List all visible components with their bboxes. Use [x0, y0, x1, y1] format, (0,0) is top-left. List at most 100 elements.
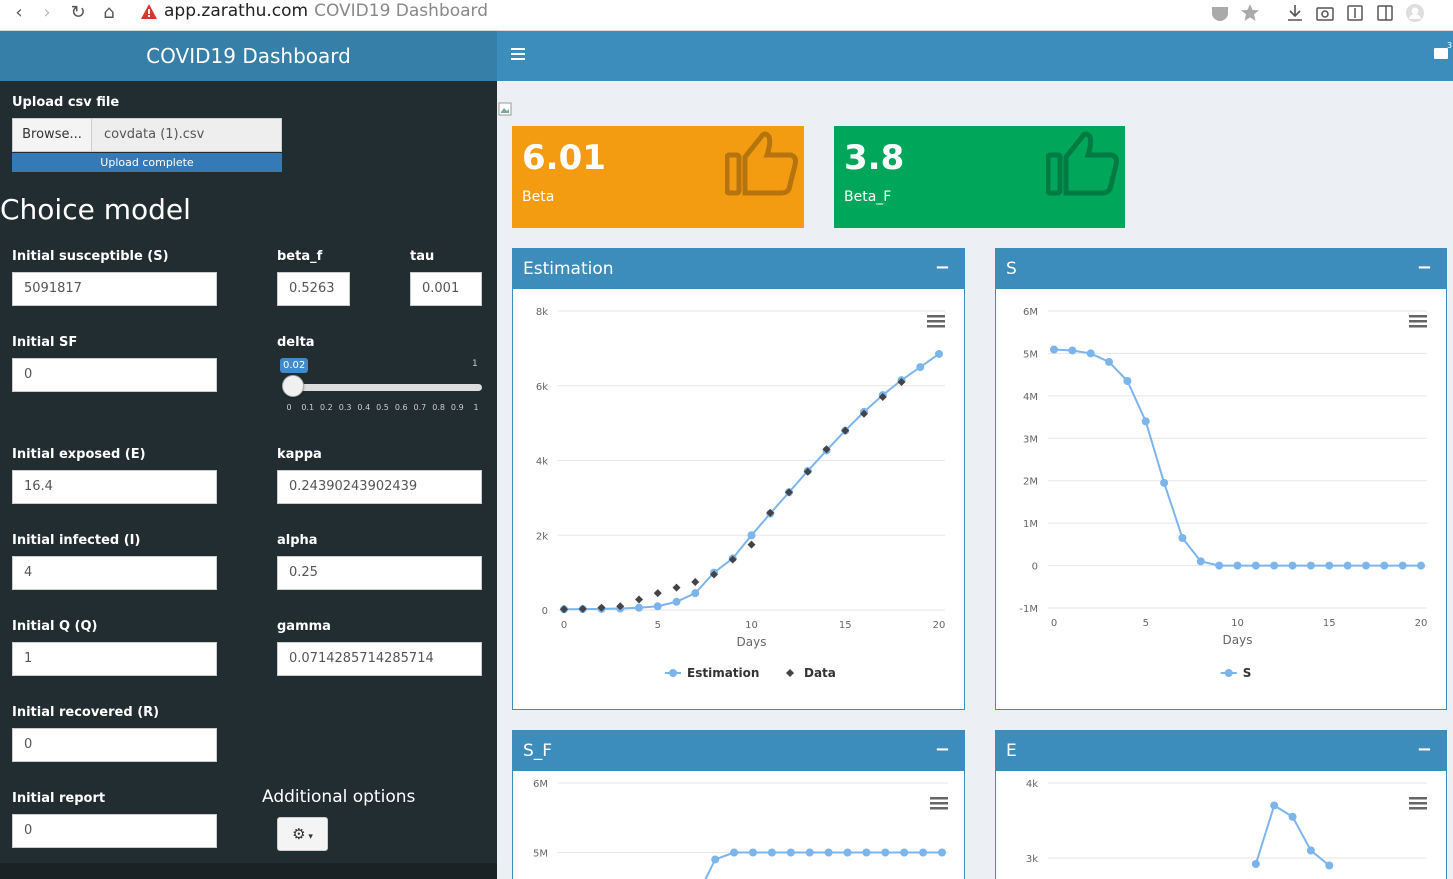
r-input[interactable]: 0: [12, 728, 217, 762]
chart-menu-icon[interactable]: [930, 797, 948, 810]
data-point: [635, 595, 643, 604]
delta-max-label: 1: [472, 359, 478, 369]
delta-tick-label: 0.5: [376, 403, 389, 412]
messages-count-badge: 3: [1447, 41, 1453, 50]
y-tick-label: 5M: [533, 849, 548, 860]
delta-slider-handle[interactable]: [281, 375, 304, 397]
download-icon[interactable]: [1285, 3, 1305, 23]
reader-icon[interactable]: [1345, 3, 1365, 23]
y-tick-label: 4M: [1023, 392, 1038, 403]
beta-f-value: 3.8: [844, 138, 905, 178]
data-point: [766, 508, 775, 517]
legend-label: Data: [804, 666, 836, 680]
chart-menu-bar: [930, 802, 948, 805]
data-point: [900, 848, 909, 857]
x-tick-label: 5: [1143, 618, 1149, 629]
s-input[interactable]: 5091817: [12, 272, 217, 306]
q-label: Initial Q (Q): [12, 619, 98, 634]
delta-label: delta: [277, 335, 315, 350]
messages-icon[interactable]: [1434, 48, 1448, 59]
gamma-input[interactable]: 0.0714285714285714: [277, 642, 482, 676]
delta-tick-label: 0.8: [432, 403, 445, 412]
sidebar-toggle-hamburger-icon[interactable]: [511, 48, 525, 62]
delta-tick-label: 0.3: [338, 403, 352, 412]
delta-tick-label: 0.9: [450, 403, 464, 412]
delta-tick-label: 0.7: [413, 403, 427, 412]
chart-menu-bar: [927, 325, 945, 328]
chart-menu-bar: [927, 315, 945, 318]
upload-label: Upload csv file: [12, 95, 120, 110]
data-point: [1141, 417, 1150, 426]
chart-menu-bar: [1409, 325, 1427, 328]
e-box-title: E: [996, 731, 1446, 771]
beta-subtitle: Beta: [522, 189, 555, 205]
sidebar-toggle-icon[interactable]: [1375, 3, 1395, 23]
uploaded-file-name[interactable]: covdata (1).csv: [91, 118, 282, 152]
x-tick-label: 10: [745, 620, 758, 631]
e-collapse-button[interactable]: −: [1416, 739, 1432, 760]
legend-marker: [669, 669, 677, 677]
address-bar[interactable]: app.zarathu.com COVID19 Dashboard: [164, 0, 488, 22]
beta-f-input[interactable]: 0.5263: [277, 272, 350, 306]
beta-value-box: 6.01 Beta: [512, 126, 804, 228]
data-point: [1050, 345, 1058, 354]
tau-label: tau: [410, 249, 435, 264]
legend-marker: [786, 669, 794, 677]
data-point: [653, 589, 662, 598]
data-point: [1306, 561, 1315, 570]
additional-options-dropdown[interactable]: ⚙ ▾: [277, 817, 328, 851]
data-point: [1251, 860, 1260, 868]
data-point: [1270, 801, 1279, 810]
x-tick-label: 10: [1231, 618, 1244, 629]
i-label: Initial infected (I): [12, 533, 141, 548]
sidebar: Upload csv file Browse... covdata (1).cs…: [0, 81, 497, 879]
delta-value-bubble: 0.02: [280, 358, 309, 373]
pocket-icon[interactable]: [1210, 3, 1230, 23]
s-collapse-button[interactable]: −: [1416, 257, 1432, 278]
chart-menu-icon[interactable]: [1409, 315, 1427, 328]
reload-icon[interactable]: ↻: [70, 2, 86, 23]
browse-button[interactable]: Browse...: [12, 118, 92, 152]
e-label: Initial exposed (E): [12, 447, 146, 462]
alpha-input[interactable]: 0.25: [277, 556, 482, 590]
forward-icon[interactable]: ›: [43, 2, 51, 23]
bookmark-star-icon[interactable]: [1240, 3, 1260, 23]
account-avatar-icon[interactable]: [1405, 3, 1425, 23]
insecure-warning-icon[interactable]: [140, 3, 158, 21]
s-f-collapse-button[interactable]: −: [934, 739, 950, 760]
estimation-collapse-button[interactable]: −: [934, 257, 950, 278]
r-label: Initial recovered (R): [12, 705, 160, 720]
sf-input[interactable]: 0: [12, 358, 217, 392]
kappa-input[interactable]: 0.24390243902439: [277, 470, 482, 504]
tau-input[interactable]: 0.001: [410, 272, 482, 306]
app-title[interactable]: COVID19 Dashboard: [0, 31, 497, 81]
data-point: [711, 855, 720, 864]
y-tick-label: 3M: [1023, 434, 1038, 445]
thumbs-up-icon: [725, 131, 798, 196]
i-input[interactable]: 4: [12, 556, 217, 590]
chart-menu-icon[interactable]: [1409, 797, 1427, 810]
back-icon[interactable]: ‹: [15, 2, 23, 23]
report-input[interactable]: 0: [12, 814, 217, 848]
s-chart: -1M 0 1M 2M 3M 4M 5M 6M 0 5 10 15 20 Days S: [1019, 307, 1427, 680]
caret-down-icon: ▾: [305, 832, 313, 842]
x-tick-label: 0: [1051, 618, 1057, 629]
e-input[interactable]: 16.4: [12, 470, 217, 504]
sidebar-footer: [0, 863, 497, 879]
home-icon[interactable]: ⌂: [103, 2, 115, 23]
y-tick-label: -1M: [1019, 604, 1038, 615]
q-input[interactable]: 1: [12, 642, 217, 676]
data-point: [728, 555, 737, 564]
gear-icon: ⚙: [292, 825, 306, 843]
chart-menu-icon[interactable]: [927, 315, 945, 328]
chart-menu-bar: [1409, 807, 1427, 810]
data-point: [672, 583, 681, 592]
series-line: [704, 851, 942, 879]
y-tick-label: 6M: [1023, 307, 1038, 318]
legend-marker: [1224, 669, 1233, 677]
data-point: [1325, 861, 1334, 870]
screenshot-icon[interactable]: [1315, 3, 1335, 23]
data-point: [747, 540, 756, 549]
delta-slider-track[interactable]: [283, 384, 482, 391]
chart-menu-bar: [1409, 797, 1427, 800]
